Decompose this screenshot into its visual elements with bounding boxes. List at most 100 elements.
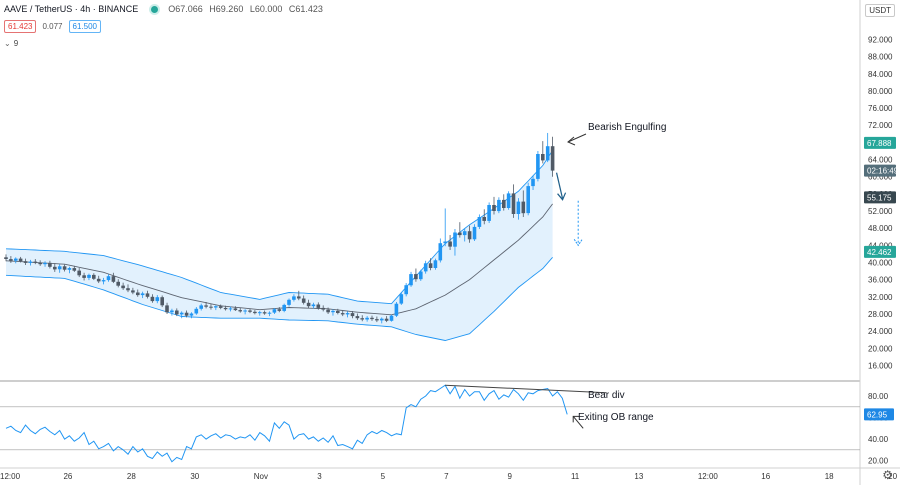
candle-body (370, 317, 374, 320)
projection-arrowhead (573, 239, 583, 247)
candle-body (497, 199, 501, 212)
ohlc-close: C61.423 (288, 4, 323, 14)
time-tick-label: 28 (127, 472, 136, 481)
time-tick-label: Nov (254, 472, 268, 481)
time-tick-label: 16 (761, 472, 770, 481)
candle-body (43, 262, 47, 265)
drop-arrow-line (555, 172, 564, 199)
rsi-line (5, 384, 568, 463)
chevron-down-icon[interactable]: ⌄ (4, 39, 11, 48)
candle-body (101, 280, 106, 282)
rsi-panel (0, 384, 860, 463)
candle-body (48, 262, 52, 267)
candle-body (155, 297, 160, 302)
currency-badge[interactable]: USDT (865, 4, 895, 17)
candle-body (175, 310, 179, 315)
gear-icon[interactable]: ⚙ (882, 468, 893, 482)
legend-bollinger: 61.423 0.077 61.500 (4, 20, 101, 33)
price-tick-label: 40.000 (868, 258, 893, 267)
price-tick-label: 44.000 (868, 241, 893, 250)
candle-body (453, 232, 457, 247)
legend-rsi[interactable]: ⌄ 9 (4, 39, 18, 48)
candle-body (218, 306, 223, 308)
candle-body (492, 205, 496, 211)
candle-body (380, 318, 384, 321)
projection-arrow (555, 172, 583, 247)
rsi-arrow-head (572, 415, 580, 423)
candle-body (316, 304, 321, 308)
candle-body (87, 274, 91, 278)
candle-body (443, 241, 447, 244)
candle-body (209, 306, 213, 308)
candle-body (336, 310, 340, 313)
candle-body (531, 178, 535, 187)
price-tick-label: 64.000 (868, 156, 893, 165)
candle-body (14, 258, 18, 261)
rsi-tick-label: 40.00 (868, 435, 889, 444)
candle-body (121, 285, 125, 289)
price-tag-text: 55.175 (867, 193, 892, 202)
candle-body (365, 317, 369, 320)
price-tick-label: 76.000 (868, 104, 893, 113)
candle-body (77, 270, 81, 276)
engulfing-arrow-line (567, 133, 587, 143)
candle-body (272, 309, 277, 313)
candle-body (194, 308, 199, 314)
bb-value-right: 61.500 (68, 20, 101, 33)
symbol-title[interactable]: AAVE / TetherUS · 4h · BINANCE (4, 4, 139, 14)
candle-body (253, 311, 257, 314)
price-labels: 67.888 02:16:49 55.175 42.462 62.95 (864, 136, 899, 421)
candle-body (18, 258, 23, 262)
price-tick-label: 92.000 (868, 35, 893, 44)
candle-body (223, 307, 228, 310)
time-tick-label: 7 (444, 472, 449, 481)
price-tick-label: 84.000 (868, 70, 893, 79)
candle-body (536, 154, 540, 179)
annotations: Bearish Engulfing Bear div Exiting OB rang… (567, 122, 666, 423)
candle-body (306, 302, 311, 307)
candle-body (106, 276, 111, 281)
candle-body (360, 318, 364, 320)
candle-body (292, 296, 296, 300)
price-tick-label: 60.000 (868, 173, 893, 182)
candle-body (458, 232, 462, 236)
time-tick-label: 9 (508, 472, 513, 481)
rsi-tick-label: 80.00 (868, 392, 889, 401)
bear-div-trendline (445, 384, 607, 394)
candle-body (228, 308, 233, 310)
candle-body (404, 285, 408, 295)
candle-body (526, 186, 530, 214)
bb-upper-line (5, 150, 553, 305)
price-tick-label: 36.000 (868, 276, 893, 285)
candle-body (394, 303, 399, 316)
candle-body (189, 313, 194, 316)
candle-body (414, 274, 418, 280)
candle-body (92, 274, 96, 279)
candle-body (126, 288, 130, 291)
candle-body (487, 205, 491, 221)
rsi-tag-text: 62.95 (867, 410, 888, 419)
time-tick-label: 26 (63, 472, 72, 481)
candle-body (541, 154, 545, 161)
candle-body (67, 268, 72, 270)
candle-body (33, 261, 38, 263)
bearish-engulfing-label: Bearish Engulfing (588, 122, 666, 133)
candle-body (467, 231, 472, 240)
candle-body (375, 319, 379, 321)
candle-body (248, 310, 252, 312)
candle-body (297, 296, 301, 299)
price-tick-label: 16.000 (868, 361, 893, 370)
candle-body (150, 296, 155, 302)
candle-body (506, 193, 511, 208)
price-tick-label: 52.000 (868, 207, 893, 216)
candle-body (136, 292, 140, 296)
candle-body (399, 294, 404, 304)
candle-body (9, 259, 13, 261)
candle-body (340, 313, 345, 315)
candle-body (482, 217, 486, 221)
price-tick-label: 20.000 (868, 344, 893, 353)
candle-body (233, 308, 238, 311)
candle-body (477, 217, 482, 227)
price-tag-text: 42.462 (867, 248, 892, 257)
